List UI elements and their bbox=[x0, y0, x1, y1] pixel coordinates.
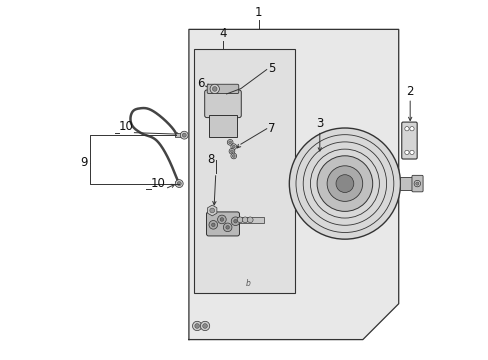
FancyBboxPatch shape bbox=[204, 90, 241, 118]
Bar bbox=[237, 217, 264, 223]
FancyBboxPatch shape bbox=[206, 212, 239, 236]
Text: 10: 10 bbox=[119, 120, 134, 134]
Circle shape bbox=[223, 223, 231, 231]
Circle shape bbox=[225, 226, 229, 229]
Circle shape bbox=[317, 156, 372, 211]
Circle shape bbox=[211, 223, 215, 226]
Text: 10: 10 bbox=[150, 177, 165, 190]
Circle shape bbox=[177, 181, 181, 185]
Text: 1: 1 bbox=[255, 6, 262, 19]
Text: b: b bbox=[245, 279, 250, 288]
Circle shape bbox=[409, 127, 413, 131]
Circle shape bbox=[217, 215, 226, 224]
Circle shape bbox=[233, 220, 237, 223]
Bar bbox=[400, 177, 412, 190]
Text: 2: 2 bbox=[406, 85, 413, 98]
Text: 8: 8 bbox=[207, 153, 215, 166]
Circle shape bbox=[203, 324, 207, 328]
Circle shape bbox=[230, 150, 233, 153]
Circle shape bbox=[228, 141, 231, 144]
Circle shape bbox=[210, 84, 219, 94]
FancyBboxPatch shape bbox=[207, 84, 238, 94]
Circle shape bbox=[194, 324, 199, 328]
Circle shape bbox=[220, 218, 223, 221]
Bar bbox=[194, 49, 294, 293]
Circle shape bbox=[237, 217, 243, 223]
Circle shape bbox=[404, 127, 408, 131]
Bar bbox=[175, 134, 183, 137]
Text: 4: 4 bbox=[219, 27, 226, 40]
Circle shape bbox=[413, 180, 420, 187]
Polygon shape bbox=[207, 205, 217, 216]
Circle shape bbox=[208, 221, 217, 229]
Polygon shape bbox=[188, 30, 398, 339]
Text: 7: 7 bbox=[267, 122, 275, 135]
Circle shape bbox=[182, 133, 186, 137]
Bar bbox=[208, 115, 237, 137]
Circle shape bbox=[180, 131, 188, 139]
Circle shape bbox=[228, 148, 234, 154]
Circle shape bbox=[231, 217, 239, 226]
Circle shape bbox=[192, 321, 202, 330]
Text: 5: 5 bbox=[267, 62, 275, 75]
Circle shape bbox=[247, 217, 253, 223]
Circle shape bbox=[230, 153, 236, 159]
Circle shape bbox=[175, 180, 183, 188]
Circle shape bbox=[209, 208, 214, 213]
Circle shape bbox=[200, 321, 209, 330]
Circle shape bbox=[326, 166, 362, 201]
Circle shape bbox=[404, 150, 408, 154]
Circle shape bbox=[409, 150, 413, 154]
Circle shape bbox=[227, 139, 233, 145]
Circle shape bbox=[335, 175, 353, 193]
Circle shape bbox=[230, 144, 236, 149]
Circle shape bbox=[415, 182, 418, 185]
Circle shape bbox=[232, 145, 235, 148]
FancyBboxPatch shape bbox=[411, 175, 422, 192]
Circle shape bbox=[242, 217, 247, 223]
Text: 3: 3 bbox=[315, 117, 323, 130]
Text: 6: 6 bbox=[197, 77, 204, 90]
Circle shape bbox=[232, 154, 235, 157]
FancyBboxPatch shape bbox=[401, 122, 416, 159]
Circle shape bbox=[212, 87, 217, 91]
Text: 9: 9 bbox=[80, 156, 87, 169]
Circle shape bbox=[289, 128, 400, 239]
